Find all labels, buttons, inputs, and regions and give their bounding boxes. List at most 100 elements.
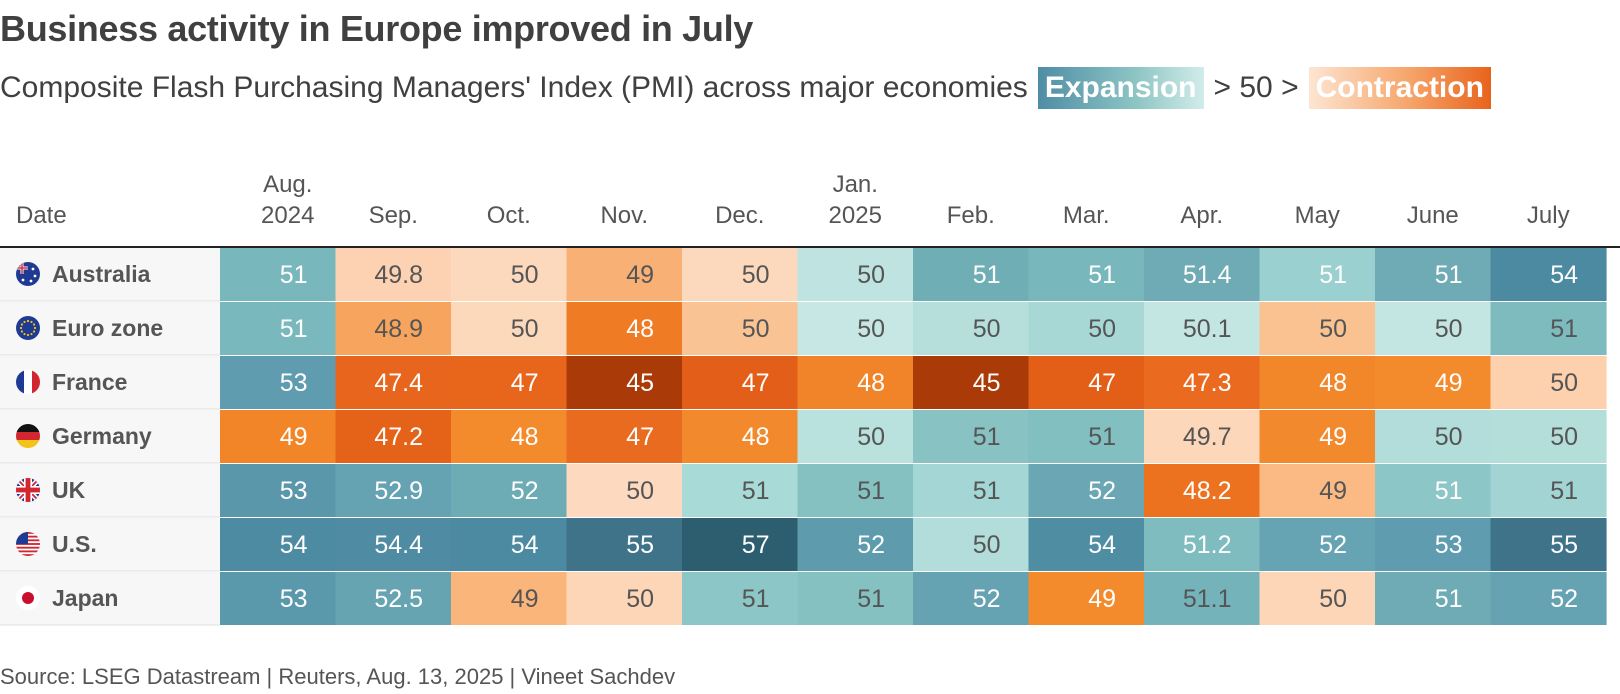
cell-value-label: 54: [1088, 531, 1116, 559]
cell-value-label: 50: [973, 315, 1001, 343]
heatmap-cell: [1028, 572, 1145, 625]
cell-value-label: 51: [857, 585, 885, 613]
cell-value-label: 50.1: [1183, 315, 1232, 343]
cell-value-label: 54: [1550, 261, 1578, 289]
heatmap-cell: [1375, 302, 1492, 355]
cell-value-label: 51: [1435, 261, 1463, 289]
heatmap-cell: [335, 356, 452, 409]
cell-value-label: 50: [626, 477, 654, 505]
cell-value-label: 48: [511, 423, 539, 451]
heatmap-cell: [566, 518, 683, 571]
row-label: U.S.: [52, 531, 97, 557]
heatmap-cell: [913, 356, 1030, 409]
row-label: UK: [52, 477, 86, 503]
cell-value-label: 51.1: [1183, 585, 1232, 613]
cell-value-label: 47.4: [374, 369, 423, 397]
cell-value-label: 47: [742, 369, 770, 397]
chart-subtitle: Composite Flash Purchasing Managers' Ind…: [0, 71, 1028, 104]
column-header-line: Sep.: [369, 202, 418, 229]
cell-value-label: 51: [1550, 315, 1578, 343]
cell-value-label: 54.4: [374, 531, 423, 559]
heatmap-cell: [1375, 518, 1492, 571]
column-header: June: [1407, 202, 1459, 229]
cell-value-label: 57: [742, 531, 770, 559]
heatmap-cell: [1259, 410, 1376, 463]
heatmap-cell: [1375, 248, 1492, 301]
heatmap-cell: [220, 302, 337, 355]
cell-value-label: 50: [511, 315, 539, 343]
column-header-line: 2025: [829, 202, 882, 229]
column-header-line: Mar.: [1063, 202, 1110, 229]
heatmap-cell: [797, 572, 914, 625]
heatmap-cell: [913, 572, 1030, 625]
column-header: Mar.: [1063, 202, 1110, 229]
column-header-line: July: [1527, 202, 1570, 229]
legend-expansion: Expansion: [1037, 67, 1204, 109]
heatmap-cell: [451, 302, 568, 355]
cell-value-label: 52: [857, 531, 885, 559]
heatmap-cell: [797, 518, 914, 571]
cell-value-label: 49: [1435, 369, 1463, 397]
heatmap-cell: [220, 248, 337, 301]
heatmap-cell: [1490, 248, 1607, 301]
france-flag-icon: [16, 370, 40, 394]
heatmap-cell: [1375, 410, 1492, 463]
cell-value-label: 51: [742, 477, 770, 505]
cell-value-label: 51: [1550, 477, 1578, 505]
heatmap-cell: [451, 518, 568, 571]
column-header-line: Apr.: [1180, 202, 1223, 229]
column-header-line: 2024: [261, 202, 314, 229]
heatmap-cell: [1375, 572, 1492, 625]
heatmap-cell: [220, 410, 337, 463]
heatmap-cell: [797, 248, 914, 301]
pmi-heatmap: Date Aug. 2024 Sep. Oct. Nov. Dec. Jan. 2025 Feb.…: [0, 171, 1620, 626]
heatmap-cell: [1144, 248, 1261, 301]
cell-value-label: 51: [742, 585, 770, 613]
column-header: May: [1295, 202, 1340, 229]
heatmap-cell: [566, 356, 683, 409]
heatmap-cell: [1144, 302, 1261, 355]
cell-value-label: 49: [1319, 477, 1347, 505]
cell-value-label: 51: [1088, 423, 1116, 451]
heatmap-cell: [797, 464, 914, 517]
cell-value-label: 55: [626, 531, 654, 559]
cell-value-label: 50: [973, 531, 1001, 559]
heatmap-cell: [566, 302, 683, 355]
cell-value-label: 47.3: [1183, 369, 1232, 397]
heatmap-cell: [335, 302, 452, 355]
cell-value-label: 53: [280, 369, 308, 397]
cell-value-label: 52: [511, 477, 539, 505]
cell-value-label: 50: [1550, 369, 1578, 397]
cell-value-label: 51.4: [1183, 261, 1232, 289]
heatmap-cell: [1028, 302, 1145, 355]
cell-value-label: 50: [742, 315, 770, 343]
heatmap-cell: [1144, 572, 1261, 625]
cell-value-label: 45: [626, 369, 654, 397]
row-header-label: Date: [16, 202, 67, 229]
heatmap-cell: [1028, 248, 1145, 301]
heatmap-cell: [682, 248, 799, 301]
heatmap-cell: [1375, 356, 1492, 409]
heatmap-cell: [1490, 356, 1607, 409]
cell-value-label: 51.2: [1183, 531, 1232, 559]
eu-flag-icon: [16, 316, 40, 340]
heatmap-cell: [335, 410, 452, 463]
column-header: Jan. 2025: [829, 171, 882, 229]
heatmap-cell: [335, 572, 452, 625]
column-header-line: Dec.: [715, 202, 764, 229]
cell-value-label: 53: [1435, 531, 1463, 559]
heatmap-cell: [1028, 464, 1145, 517]
cell-value-label: 47: [1088, 369, 1116, 397]
heatmap-cell: [682, 410, 799, 463]
cell-value-label: 52: [973, 585, 1001, 613]
column-header: Dec.: [715, 202, 764, 229]
heatmap-cell: [566, 248, 683, 301]
heatmap-cell: [913, 248, 1030, 301]
legend-threshold: > 50 >: [1213, 71, 1299, 104]
cell-value-label: 50: [626, 585, 654, 613]
cell-value-label: 50: [1435, 315, 1463, 343]
heatmap-cell: [913, 464, 1030, 517]
heatmap-cell: [1028, 356, 1145, 409]
heatmap-cell: [682, 518, 799, 571]
heatmap-cell: [1490, 302, 1607, 355]
